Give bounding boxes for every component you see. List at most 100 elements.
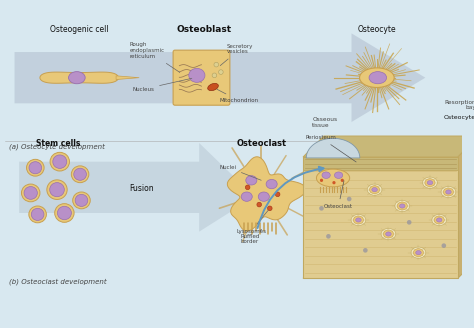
Ellipse shape bbox=[319, 206, 324, 211]
Ellipse shape bbox=[360, 68, 394, 88]
Polygon shape bbox=[116, 76, 139, 80]
Ellipse shape bbox=[75, 195, 88, 206]
Ellipse shape bbox=[266, 179, 277, 189]
Ellipse shape bbox=[322, 172, 330, 178]
Bar bbox=[303, 157, 458, 170]
Ellipse shape bbox=[353, 216, 364, 224]
Ellipse shape bbox=[246, 185, 250, 190]
Polygon shape bbox=[40, 72, 118, 83]
Ellipse shape bbox=[332, 181, 336, 184]
Ellipse shape bbox=[21, 184, 40, 202]
Ellipse shape bbox=[432, 215, 447, 226]
Text: Rough
endoplasmic
reticulum: Rough endoplasmic reticulum bbox=[130, 43, 180, 72]
Text: Osteoclast: Osteoclast bbox=[324, 181, 353, 209]
Ellipse shape bbox=[212, 73, 217, 78]
Polygon shape bbox=[15, 33, 425, 122]
Polygon shape bbox=[303, 257, 474, 278]
Ellipse shape bbox=[411, 247, 426, 258]
Polygon shape bbox=[458, 136, 474, 278]
Ellipse shape bbox=[395, 200, 410, 212]
Ellipse shape bbox=[397, 202, 407, 210]
Ellipse shape bbox=[31, 208, 44, 220]
Ellipse shape bbox=[369, 72, 387, 84]
Text: Nucleus: Nucleus bbox=[132, 78, 192, 92]
Polygon shape bbox=[306, 138, 360, 158]
Ellipse shape bbox=[341, 179, 344, 182]
Text: Osteocyte: Osteocyte bbox=[444, 115, 474, 120]
Polygon shape bbox=[19, 143, 255, 232]
Ellipse shape bbox=[241, 192, 252, 201]
Ellipse shape bbox=[55, 204, 74, 222]
Text: Osteoclast: Osteoclast bbox=[237, 139, 287, 148]
Text: Resorption
bay: Resorption bay bbox=[445, 99, 474, 110]
Ellipse shape bbox=[434, 216, 444, 224]
Ellipse shape bbox=[446, 190, 451, 194]
Text: Fusion: Fusion bbox=[129, 184, 154, 193]
Ellipse shape bbox=[214, 62, 219, 67]
Ellipse shape bbox=[57, 206, 72, 220]
Ellipse shape bbox=[53, 155, 67, 168]
FancyBboxPatch shape bbox=[173, 50, 230, 105]
Ellipse shape bbox=[441, 186, 456, 197]
Ellipse shape bbox=[381, 228, 396, 239]
Ellipse shape bbox=[50, 183, 64, 197]
Ellipse shape bbox=[257, 202, 262, 207]
Ellipse shape bbox=[24, 187, 37, 199]
Ellipse shape bbox=[27, 159, 44, 176]
Ellipse shape bbox=[367, 184, 382, 195]
Ellipse shape bbox=[441, 243, 446, 248]
Bar bbox=[303, 157, 458, 278]
Polygon shape bbox=[303, 136, 474, 157]
Ellipse shape bbox=[425, 179, 435, 187]
Ellipse shape bbox=[47, 180, 67, 199]
Ellipse shape bbox=[258, 192, 269, 201]
Ellipse shape bbox=[317, 169, 350, 187]
Ellipse shape bbox=[326, 234, 331, 239]
Ellipse shape bbox=[356, 218, 361, 222]
Ellipse shape bbox=[443, 188, 454, 196]
Ellipse shape bbox=[386, 232, 391, 236]
Ellipse shape bbox=[50, 152, 70, 171]
Text: Ruffled
border: Ruffled border bbox=[241, 229, 262, 244]
Ellipse shape bbox=[29, 206, 46, 223]
Text: Osteogenic cell: Osteogenic cell bbox=[50, 25, 109, 34]
Ellipse shape bbox=[437, 218, 442, 222]
Text: Osteocyte: Osteocyte bbox=[357, 25, 396, 34]
Ellipse shape bbox=[275, 192, 280, 197]
Ellipse shape bbox=[320, 179, 323, 182]
Ellipse shape bbox=[71, 166, 89, 183]
Text: Osteoblast: Osteoblast bbox=[176, 25, 231, 34]
Ellipse shape bbox=[370, 186, 380, 194]
Ellipse shape bbox=[335, 172, 343, 178]
Ellipse shape bbox=[69, 72, 85, 84]
Text: Secretory
vesicles: Secretory vesicles bbox=[220, 44, 253, 66]
Ellipse shape bbox=[267, 206, 272, 211]
Ellipse shape bbox=[351, 215, 366, 226]
Ellipse shape bbox=[73, 192, 90, 209]
Ellipse shape bbox=[407, 220, 411, 225]
Ellipse shape bbox=[400, 204, 405, 208]
Ellipse shape bbox=[372, 188, 377, 192]
Text: Osseous
tissue: Osseous tissue bbox=[312, 117, 337, 128]
Ellipse shape bbox=[246, 176, 257, 185]
Ellipse shape bbox=[413, 249, 423, 256]
Ellipse shape bbox=[29, 162, 42, 174]
Ellipse shape bbox=[219, 70, 223, 74]
Ellipse shape bbox=[416, 251, 421, 255]
Text: Nuclei: Nuclei bbox=[219, 165, 261, 180]
Ellipse shape bbox=[427, 180, 433, 185]
Text: Mitochondrion: Mitochondrion bbox=[217, 89, 258, 103]
Ellipse shape bbox=[189, 68, 205, 82]
Ellipse shape bbox=[383, 230, 393, 238]
Text: Periosteum: Periosteum bbox=[305, 135, 356, 162]
Text: (b) Osteoclast development: (b) Osteoclast development bbox=[9, 278, 107, 285]
Ellipse shape bbox=[74, 168, 86, 180]
Text: Stem cells: Stem cells bbox=[36, 139, 81, 148]
Polygon shape bbox=[228, 157, 306, 231]
Ellipse shape bbox=[208, 83, 219, 91]
Text: (a) Osteocyte development: (a) Osteocyte development bbox=[9, 143, 105, 150]
Text: Lysosomes: Lysosomes bbox=[236, 211, 268, 234]
Ellipse shape bbox=[363, 248, 368, 253]
Ellipse shape bbox=[423, 177, 438, 188]
Ellipse shape bbox=[347, 197, 352, 201]
